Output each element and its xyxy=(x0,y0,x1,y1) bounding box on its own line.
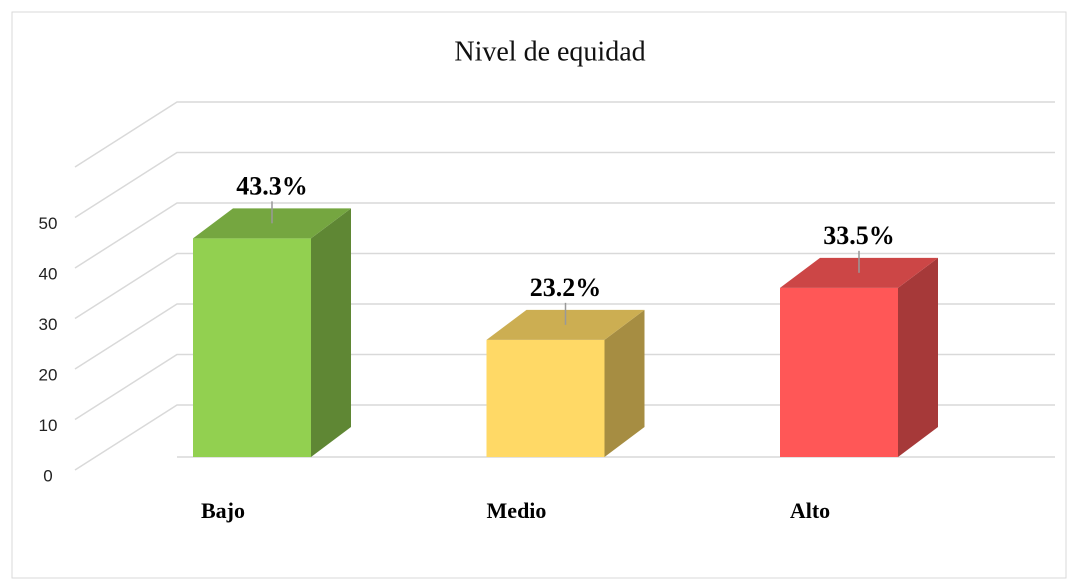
grid-line xyxy=(74,151,1055,219)
y-tick-label: 20 xyxy=(39,365,58,384)
y-tick-label: 0 xyxy=(43,466,52,485)
value-label: 43.3% xyxy=(236,171,308,200)
y-tick-label: 40 xyxy=(39,264,58,283)
grid-line xyxy=(74,303,1055,370)
grid-line xyxy=(74,353,1055,421)
x-tick-label: Bajo xyxy=(201,498,245,523)
y-tick-label: 50 xyxy=(39,214,58,233)
value-label: 33.5% xyxy=(823,221,895,250)
grid-line xyxy=(74,252,1055,320)
y-tick-label: 30 xyxy=(39,315,58,334)
bar xyxy=(780,287,898,457)
value-label: 23.2% xyxy=(530,273,602,302)
wall-top xyxy=(74,101,1055,168)
x-tick-label: Alto xyxy=(790,498,830,523)
bar xyxy=(486,339,605,457)
bar xyxy=(193,238,311,457)
bar-side xyxy=(604,309,645,457)
y-tick-label: 10 xyxy=(39,416,58,435)
bar-side xyxy=(311,208,351,457)
x-tick-label: Medio xyxy=(487,498,547,523)
chart-title: Nivel de equidad xyxy=(454,36,645,67)
bar-side xyxy=(898,257,938,457)
grid-line xyxy=(74,404,1055,471)
grid-line xyxy=(74,202,1055,269)
